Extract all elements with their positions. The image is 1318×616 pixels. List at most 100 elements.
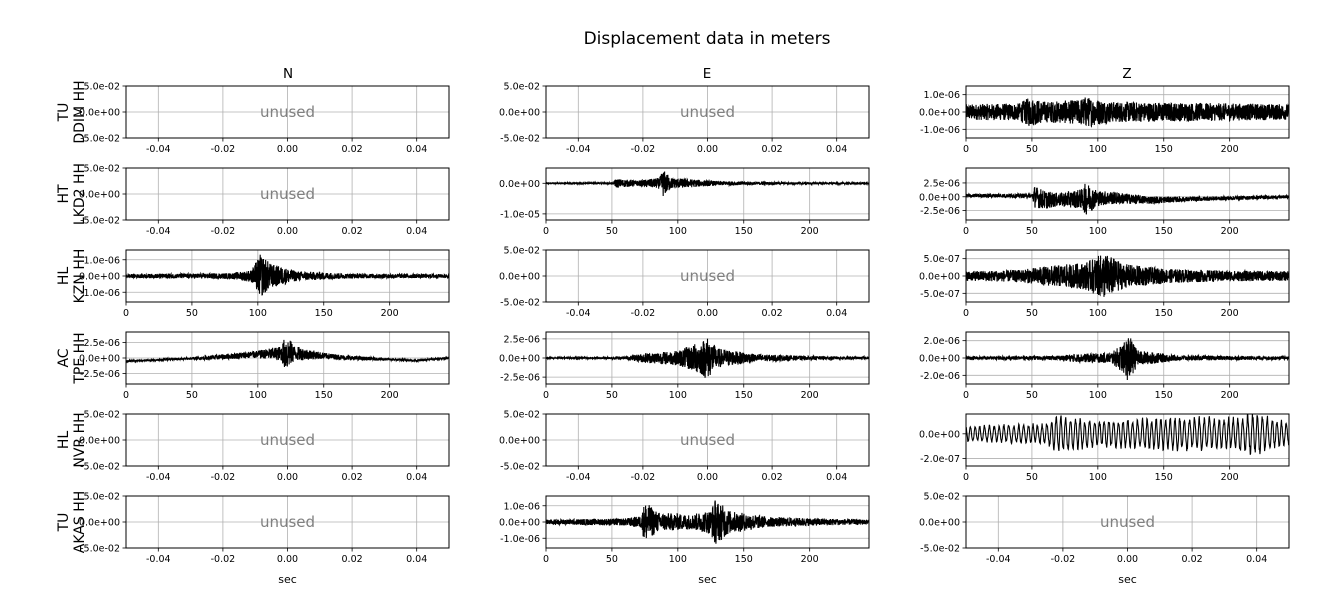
x-tick-label: 150 xyxy=(735,226,753,237)
axes-frame xyxy=(125,331,450,385)
x-tick-label: 0.02 xyxy=(1182,554,1203,565)
subplot-2-z: 0 50 100 150 200 5.0e-07 0.0e+00 -5.0e-07 xyxy=(919,249,1290,319)
subplot-4-z: 0 50 100 150 200 0.0e+00 -2.0e-07 xyxy=(919,413,1290,483)
y-tick-label: -1.0e-06 xyxy=(920,125,960,136)
x-tick-label: 100 xyxy=(1089,308,1107,319)
y-tick-label: 2.5e-06 xyxy=(924,178,960,189)
y-tick-label: 1.0e-06 xyxy=(504,501,540,512)
y-tick-label: 5.0e-02 xyxy=(84,410,120,421)
y-tick-label: 0.0e+00 xyxy=(919,518,960,529)
x-tick-label: 150 xyxy=(1155,144,1173,155)
x-tick-label: 200 xyxy=(381,390,399,401)
y-tick-label: 0.0e+00 xyxy=(499,179,540,190)
x-tick-label: -0.04 xyxy=(566,472,591,483)
x-tick-label: -0.02 xyxy=(211,472,236,483)
unused-label: unused xyxy=(680,431,735,449)
subplot-0-n: -0.04 -0.02 0.00 0.02 0.04 5.0e-02 0.0e+00 -5.0… xyxy=(79,82,450,155)
row-station-label: LKD2 HH xyxy=(72,163,88,225)
axes-frame xyxy=(545,167,870,221)
y-tick-label: 0.0e+00 xyxy=(499,354,540,365)
x-tick-label: -0.04 xyxy=(146,554,171,565)
x-tick-label: -0.04 xyxy=(146,472,171,483)
y-tick-label: -5.0e-02 xyxy=(80,544,120,555)
x-tick-label: -0.02 xyxy=(211,144,236,155)
figure-title: Displacement data in meters xyxy=(584,29,831,49)
y-tick-label: 0.0e+00 xyxy=(919,108,960,119)
subplot-4-n: -0.04 -0.02 0.00 0.02 0.04 5.0e-02 0.0e+00 -5.0… xyxy=(79,410,450,483)
x-tick-label: 0 xyxy=(543,390,549,401)
unused-label: unused xyxy=(680,103,735,121)
y-tick-label: 0.0e+00 xyxy=(79,272,120,283)
x-tick-label: 100 xyxy=(249,390,267,401)
x-tick-label: 0.00 xyxy=(277,226,298,237)
x-tick-label: 0.04 xyxy=(406,472,427,483)
y-tick-label: 0.0e+00 xyxy=(919,354,960,365)
waveform-trace xyxy=(966,255,1289,297)
column-title-e: E xyxy=(703,66,712,82)
x-tick-label: 50 xyxy=(606,226,618,237)
x-tick-label: 100 xyxy=(249,308,267,319)
row-network-label: HT xyxy=(56,184,72,204)
y-tick-label: 1.0e-06 xyxy=(924,90,960,101)
x-tick-label: -0.04 xyxy=(986,554,1011,565)
x-tick-label: 150 xyxy=(1155,390,1173,401)
waveform-trace xyxy=(546,171,869,197)
x-tick-label: 0.04 xyxy=(826,472,847,483)
y-tick-label: 0.0e+00 xyxy=(499,108,540,119)
x-tick-label: 0.04 xyxy=(406,144,427,155)
subplot-3-e: 0 50 100 150 200 2.5e-06 0.0e+00 -2.5e-06 xyxy=(499,331,870,401)
row-station-label: TPE HH xyxy=(72,332,88,384)
x-tick-label: -0.04 xyxy=(566,144,591,155)
y-tick-label: 5.0e-02 xyxy=(84,492,120,503)
x-tick-label: 50 xyxy=(1026,144,1038,155)
x-tick-label: 200 xyxy=(1221,472,1239,483)
y-tick-label: 5.0e-02 xyxy=(84,82,120,93)
x-tick-label: 50 xyxy=(606,554,618,565)
axes-frame xyxy=(545,85,870,139)
y-tick-label: 5.0e-02 xyxy=(504,82,540,93)
subplot-5-e: 0 50 100 150 200 1.0e-06 0.0e+00 -1.0e-06 xyxy=(499,495,870,565)
subplot-3-n: 0 50 100 150 200 2.5e-06 0.0e+00 -2.5e-06 xyxy=(79,331,450,401)
x-tick-label: -0.02 xyxy=(631,472,656,483)
x-tick-label: 0 xyxy=(963,472,969,483)
waveform-trace xyxy=(546,338,869,378)
x-tick-label: 100 xyxy=(669,226,687,237)
axes-frame xyxy=(545,413,870,467)
unused-label: unused xyxy=(680,267,735,285)
y-tick-label: -1.0e-06 xyxy=(80,288,120,299)
y-tick-label: 0.0e+00 xyxy=(79,436,120,447)
subplot-4-e: -0.04 -0.02 0.00 0.02 0.04 5.0e-02 0.0e+00 -5.0… xyxy=(499,410,870,483)
y-tick-label: -5.0e-02 xyxy=(80,462,120,473)
x-tick-label: 0 xyxy=(963,390,969,401)
y-tick-label: 5.0e-02 xyxy=(84,164,120,175)
y-tick-label: -1.0e-05 xyxy=(500,209,540,220)
y-tick-label: -2.0e-06 xyxy=(920,371,960,382)
subplot-5-n: -0.04 -0.02 0.00 0.02 0.04 5.0e-02 0.0e+00 -5.0… xyxy=(79,492,450,565)
x-tick-label: 0.04 xyxy=(1246,554,1267,565)
subplot-3-z: 0 50 100 150 200 2.0e-06 0.0e+00 -2.0e-06 xyxy=(919,331,1290,401)
x-tick-label: -0.02 xyxy=(631,144,656,155)
x-tick-label: 0.04 xyxy=(406,226,427,237)
axes-frame xyxy=(125,495,450,549)
row-network-label: HL xyxy=(56,267,72,286)
row-station-label: DDIM HH xyxy=(72,80,88,143)
y-tick-label: 1.0e-06 xyxy=(84,255,120,266)
x-tick-label: 200 xyxy=(1221,308,1239,319)
x-tick-label: 0 xyxy=(963,226,969,237)
x-tick-label: 50 xyxy=(1026,226,1038,237)
row-network-label: TU xyxy=(56,103,72,123)
y-tick-label: -5.0e-07 xyxy=(920,289,960,300)
x-tick-label: 150 xyxy=(735,390,753,401)
y-tick-label: 0.0e+00 xyxy=(499,436,540,447)
y-tick-label: 0.0e+00 xyxy=(499,518,540,529)
column-title-z: Z xyxy=(1122,66,1131,82)
subplot-1-n: -0.04 -0.02 0.00 0.02 0.04 5.0e-02 0.0e+00 -5.0… xyxy=(79,164,450,237)
unused-label: unused xyxy=(260,513,315,531)
row-network-label: TU xyxy=(56,513,72,533)
x-tick-label: 200 xyxy=(1221,390,1239,401)
x-tick-label: -0.04 xyxy=(566,308,591,319)
x-tick-label: 50 xyxy=(186,308,198,319)
y-tick-label: 0.0e+00 xyxy=(79,518,120,529)
row-network-label: HL xyxy=(56,431,72,450)
x-tick-label: 200 xyxy=(1221,226,1239,237)
